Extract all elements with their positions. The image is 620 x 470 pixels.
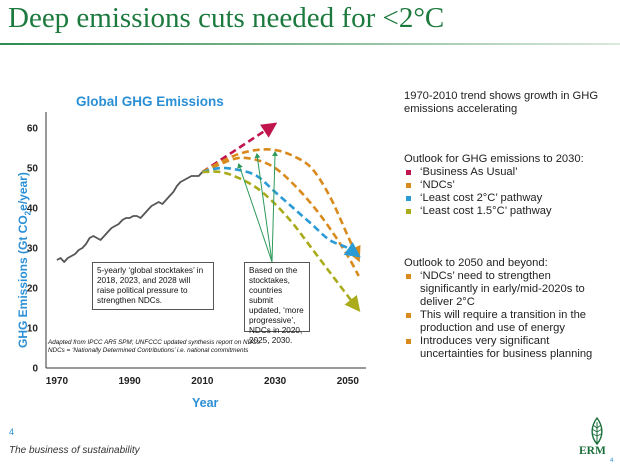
x-tick-label: 2030 xyxy=(264,376,287,387)
outlook-item: ‘Least cost 2°C’ pathway xyxy=(404,192,584,205)
callout-arrow xyxy=(271,151,278,263)
erm-logo-icon xyxy=(591,416,603,446)
bullet-icon xyxy=(406,183,411,188)
outlook-item-label: ‘Least cost 1.5°C’ pathway xyxy=(420,205,552,217)
outlook-item: This will require a transition in the pr… xyxy=(404,309,610,335)
bullet-icon xyxy=(406,196,411,201)
stocktake-callout: 5-yearly ‘global stocktakes’ in 2018, 20… xyxy=(92,262,214,310)
outlook-2030-list: ‘Business As Usual’ ‘NDCs’ ‘Least cost 2°C… xyxy=(404,166,584,218)
outlook-item-label: Introduces very significant uncertaintie… xyxy=(420,335,593,360)
y-tick-label: 20 xyxy=(27,284,39,295)
y-tick-label: 0 xyxy=(32,364,38,375)
bullet-icon xyxy=(406,170,411,175)
outlook-item-label: ‘NDCs’ xyxy=(420,179,455,191)
y-tick-label: 30 xyxy=(27,244,39,255)
source-line: NDCs = ‘Nationally Determined Contributi… xyxy=(48,347,249,354)
series-line-historical xyxy=(56,171,204,263)
source-line: Adapted from IPCC AR5 SPM; UNFCCC update… xyxy=(48,339,260,346)
outlook-item: ‘Least cost 1.5°C’ pathway xyxy=(404,205,584,218)
outlook-2050-heading: Outlook to 2050 and beyond: xyxy=(404,257,548,269)
bullet-icon xyxy=(406,274,411,279)
y-tick-label: 50 xyxy=(27,164,39,175)
slide-title: Deep emissions cuts needed for <2°C xyxy=(8,2,445,34)
ndc-update-callout: Based on the stocktakes, countries submi… xyxy=(244,262,310,345)
footer-tagline: The business of sustainability xyxy=(9,445,140,456)
x-tick-label: 2050 xyxy=(337,376,360,387)
outlook-item: ‘Business As Usual’ xyxy=(404,166,584,179)
outlook-item-label: ‘NDCs’ need to strengthen significantly … xyxy=(420,270,585,308)
x-tick-label: 2010 xyxy=(191,376,214,387)
slide-number: 4 xyxy=(9,427,15,437)
x-tick-label: 1990 xyxy=(119,376,142,387)
outlook-2050: Outlook to 2050 and beyond: ‘NDCs’ need … xyxy=(404,257,610,361)
title-divider xyxy=(0,43,620,45)
outlook-item-label: ‘Business As Usual’ xyxy=(420,166,518,178)
series-line-least-cost-2-c xyxy=(202,166,361,258)
trend-note: 1970-2010 trend shows growth in GHG emis… xyxy=(404,90,599,115)
chart-axes xyxy=(45,112,366,369)
outlook-2050-list: ‘NDCs’ need to strengthen significantly … xyxy=(404,270,610,361)
outlook-item: ‘NDCs’ xyxy=(404,179,584,192)
x-tick-label: 1970 xyxy=(46,376,69,387)
y-tick-label: 10 xyxy=(27,324,39,335)
outlook-item-label: ‘Least cost 2°C’ pathway xyxy=(420,192,543,204)
x-axis-label: Year xyxy=(192,396,219,410)
chart-source-note: Adapted from IPCC AR5 SPM; UNFCCC update… xyxy=(48,339,338,355)
bullet-icon xyxy=(406,313,411,318)
outlook-item-label: This will require a transition in the pr… xyxy=(420,309,587,334)
outlook-2030: Outlook for GHG emissions to 2030: ‘Busi… xyxy=(404,153,584,218)
chart-series xyxy=(56,122,361,313)
outlook-item: ‘NDCs’ need to strengthen significantly … xyxy=(404,270,610,309)
outlook-2030-heading: Outlook for GHG emissions to 2030: xyxy=(404,153,584,165)
chart-title: Global GHG Emissions xyxy=(76,94,224,109)
series-line-ndcs xyxy=(201,156,360,277)
bullet-icon xyxy=(406,339,411,344)
y-tick-label: 40 xyxy=(27,204,39,215)
callout-arrows xyxy=(237,151,278,263)
bullet-icon xyxy=(406,209,411,214)
logo-text: ERM xyxy=(579,445,606,457)
corner-number: 4 xyxy=(610,458,614,464)
outlook-item: Introduces very significant uncertaintie… xyxy=(404,335,610,361)
callout-arrow xyxy=(254,153,273,263)
callout-arrow xyxy=(237,163,273,263)
y-tick-label: 60 xyxy=(27,124,39,135)
series-line-least-cost-1-5-c xyxy=(202,170,361,313)
